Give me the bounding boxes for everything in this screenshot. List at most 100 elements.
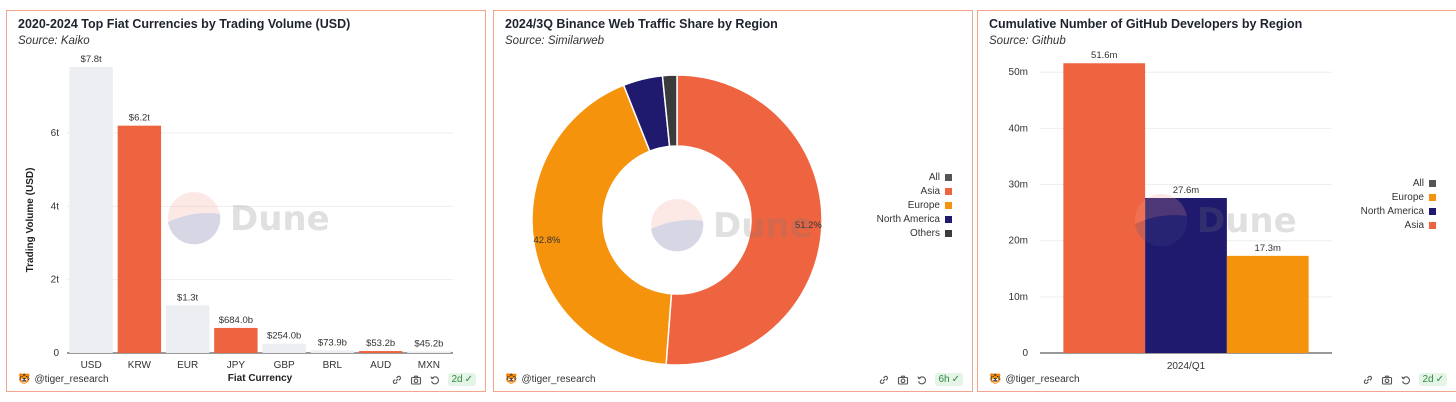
camera-icon[interactable]: [1381, 374, 1393, 386]
footer-actions: 2d ✓: [1362, 373, 1447, 386]
bar: [117, 125, 162, 354]
y-tick-label: 20m: [1009, 236, 1028, 247]
dune-watermark: Dune: [1135, 194, 1297, 247]
x-tick-label: MXN: [418, 360, 440, 371]
legend-item[interactable]: Asia: [921, 186, 952, 197]
dune-logo-icon: [168, 192, 220, 244]
bar: [1063, 63, 1146, 353]
chart-title: 2024/3Q Binance Web Traffic Share by Reg…: [505, 17, 778, 31]
legend-swatch: [945, 216, 952, 223]
legend-item[interactable]: Europe: [1392, 192, 1436, 203]
pie-slice: [665, 74, 823, 366]
dune-watermark-text: Dune: [1197, 201, 1297, 241]
y-tick-label: 50m: [1009, 67, 1028, 78]
freshness-age: 6h: [938, 374, 950, 385]
legend-item[interactable]: All: [929, 172, 952, 183]
freshness-badge: 2d ✓: [1419, 373, 1447, 386]
bar: [165, 305, 210, 353]
bar: [69, 67, 113, 353]
footer-handle-text: @tiger_research: [1005, 374, 1080, 385]
freshness-badge: 6h ✓: [935, 373, 963, 386]
chart-source: Source: Kaiko: [18, 35, 90, 47]
bar-value-label: $73.9b: [318, 337, 347, 348]
refresh-icon[interactable]: [916, 374, 928, 386]
refresh-icon[interactable]: [1400, 374, 1412, 386]
dune-watermark: Dune: [168, 192, 330, 245]
legend-label: All: [928, 172, 940, 183]
bar-value-label: $254.0b: [267, 331, 301, 342]
bar-value-label: $53.2b: [366, 338, 395, 349]
x-tick-label: 2024/Q1: [1167, 361, 1206, 372]
bar: [407, 351, 451, 353]
legend-label: Europe: [1391, 192, 1424, 203]
dune-logo-icon: [1135, 194, 1187, 246]
legend-swatch: [1429, 180, 1436, 187]
link-icon[interactable]: [391, 374, 403, 386]
chart-title: Cumulative Number of GitHub Developers b…: [989, 17, 1303, 31]
bar-value-label: 27.6m: [1173, 185, 1199, 196]
legend-label: Others: [909, 228, 940, 239]
refresh-icon[interactable]: [429, 374, 441, 386]
legend-swatch: [945, 230, 952, 237]
tiger-avatar-icon: 🐯: [989, 374, 1002, 385]
y-tick-label: 4t: [51, 201, 60, 212]
x-axis-title: Fiat Currency: [228, 373, 293, 384]
bar-value-label: $1.3t: [177, 292, 198, 303]
legend-swatch: [945, 174, 952, 181]
chart-panel-github-devs: Cumulative Number of GitHub Developers b…: [977, 10, 1456, 392]
legend-label: Europe: [907, 200, 940, 211]
legend-swatch: [1429, 222, 1436, 229]
x-tick-label: GBP: [274, 360, 295, 371]
bar-value-label: $6.2t: [129, 113, 150, 124]
bar: [1226, 255, 1309, 353]
legend-item[interactable]: All: [1413, 178, 1436, 189]
legend-item[interactable]: Others: [910, 228, 952, 239]
fiat-volume-bar-chart: 0 2t 4t 6t Dune $7.8t USD $6.2t KRW $1.3t EUR $684.…: [25, 54, 453, 384]
chart-legend: All Asia Europe North America Others: [877, 172, 952, 239]
x-tick-label: JPY: [227, 360, 246, 371]
slice-value-label: 51.2%: [795, 220, 822, 231]
footer-handle[interactable]: 🐯 @tiger_research: [989, 374, 1080, 385]
x-tick-label: USD: [81, 360, 102, 371]
footer-handle[interactable]: 🐯 @tiger_research: [18, 374, 109, 385]
chart-source: Source: Github: [989, 35, 1066, 47]
legend-label: North America: [1360, 206, 1424, 217]
dune-logo-shade-icon: [168, 213, 221, 245]
x-tick-label: BRL: [323, 360, 343, 371]
y-tick-label: 6t: [51, 128, 60, 139]
pie-slice: [661, 74, 678, 148]
bar: [310, 350, 355, 353]
pie-slice: [531, 84, 673, 366]
legend-label: Asia: [920, 186, 940, 197]
tiger-avatar-icon: 🐯: [505, 374, 518, 385]
chart-title: 2020-2024 Top Fiat Currencies by Trading…: [18, 17, 351, 31]
footer-handle[interactable]: 🐯 @tiger_research: [505, 374, 596, 385]
bar-value-label: 51.6m: [1091, 50, 1117, 61]
legend-item[interactable]: North America: [877, 214, 952, 225]
legend-item[interactable]: Asia: [1405, 220, 1436, 231]
link-icon[interactable]: [1362, 374, 1374, 386]
check-circle-icon: ✓: [464, 374, 473, 385]
camera-icon[interactable]: [410, 374, 422, 386]
legend-swatch: [945, 188, 952, 195]
x-tick-label: KRW: [128, 360, 152, 371]
dune-watermark-text: Dune: [713, 206, 813, 246]
legend-item[interactable]: Europe: [908, 200, 952, 211]
chart-source: Source: Similarweb: [505, 35, 605, 47]
x-tick-label: EUR: [177, 360, 198, 371]
legend-label: Asia: [1404, 220, 1424, 231]
bar-value-label: $45.2b: [414, 338, 443, 349]
y-tick-label: 0: [53, 348, 59, 359]
bar: [214, 327, 258, 353]
binance-traffic-donut-chart: 51.2% 42.8% Dune: [531, 74, 823, 366]
github-devs-bar-chart: 0 10m 20m 30m 40m 50m 51.6m 27.6m 17.3m Dune 2024/…: [1009, 50, 1332, 372]
link-icon[interactable]: [878, 374, 890, 386]
y-axis-title: Trading Volume (USD): [25, 168, 36, 273]
dune-watermark: Dune: [651, 199, 813, 252]
y-tick-label: 10m: [1009, 292, 1028, 303]
slice-value-label: 42.8%: [534, 235, 561, 246]
camera-icon[interactable]: [897, 374, 909, 386]
bar-value-label: $684.0b: [219, 315, 253, 326]
legend-item[interactable]: North America: [1361, 206, 1436, 217]
freshness-age: 2d: [1422, 374, 1434, 385]
